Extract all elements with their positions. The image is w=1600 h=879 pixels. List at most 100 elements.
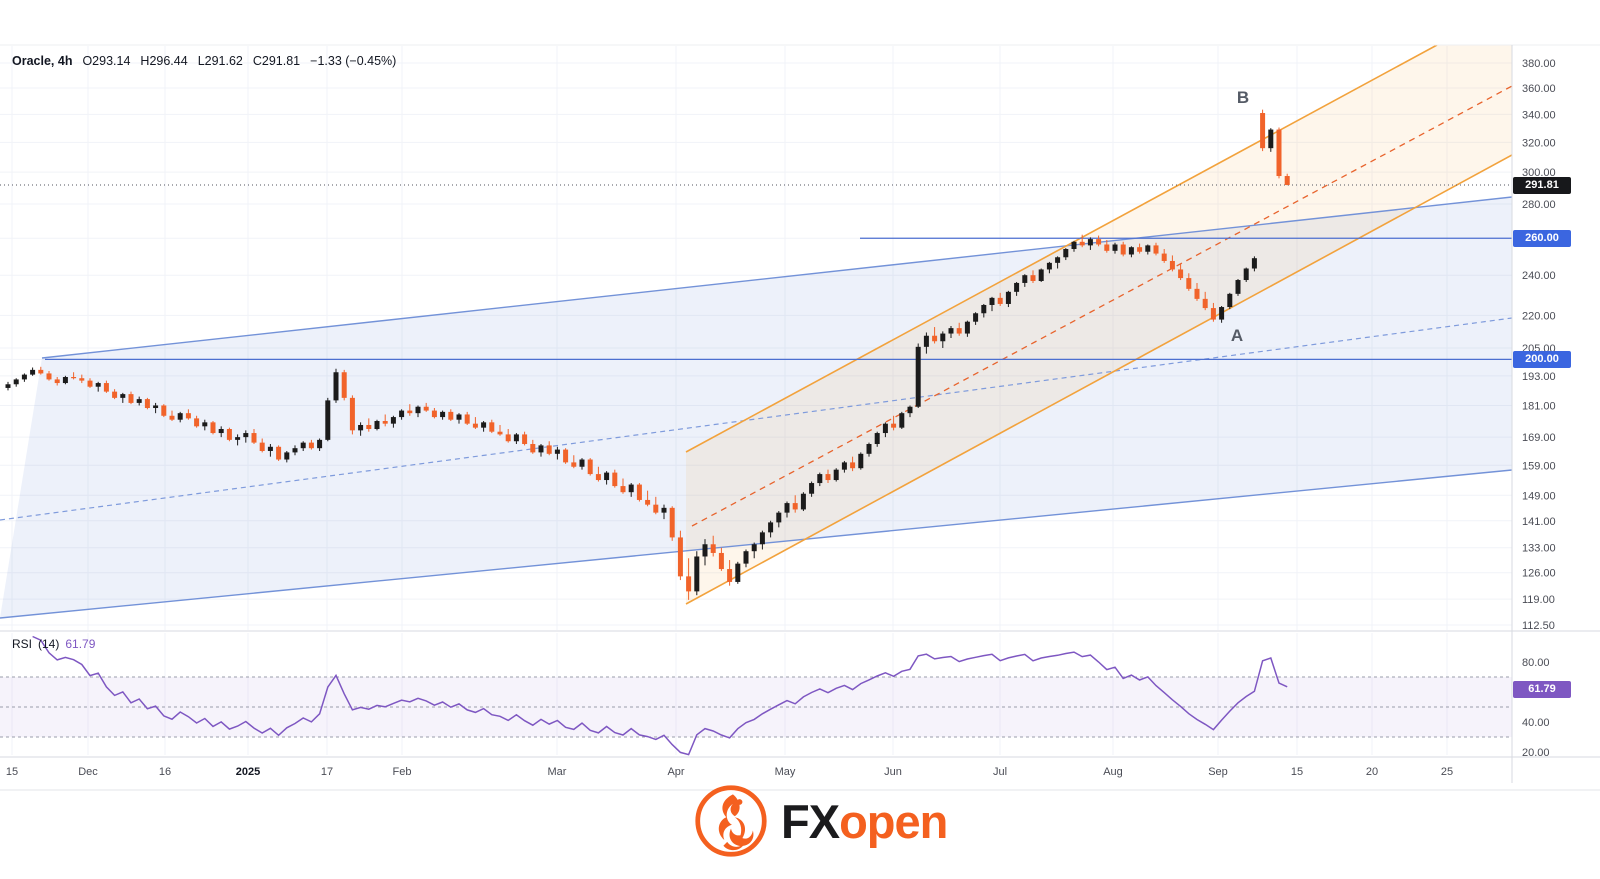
candle (366, 424, 372, 430)
candle (1120, 244, 1126, 255)
candle (423, 406, 429, 411)
price-tick-label: 169.00 (1522, 432, 1556, 444)
candle (530, 444, 536, 453)
brand-fx: FX (781, 794, 840, 848)
candles-layer[interactable] (5, 109, 1290, 600)
rsi-line (32, 635, 1288, 756)
candle (735, 563, 741, 582)
candle (956, 328, 962, 334)
candle (300, 442, 306, 449)
candle (800, 493, 806, 510)
ohlc-high: H296.44 (140, 54, 188, 68)
wave-label-A: A (1231, 326, 1243, 345)
symbol-name: Oracle, 4h (12, 54, 73, 68)
time-tick-label: Aug (1103, 766, 1123, 778)
candle (1219, 307, 1225, 320)
fxopen-wordmark: FXopen (781, 794, 948, 848)
candle (1137, 247, 1143, 252)
candle (702, 544, 708, 557)
rsi-pane[interactable] (0, 633, 1512, 756)
candle (858, 453, 864, 469)
price-tick-label: 159.00 (1522, 460, 1556, 472)
price-axis[interactable]: 380.00360.00340.00320.00300.00280.00260.… (1522, 58, 1556, 759)
candle (522, 434, 528, 445)
candle (382, 421, 388, 424)
candle (686, 576, 692, 592)
candle (784, 503, 790, 513)
candle (669, 507, 675, 538)
candle (841, 462, 847, 470)
candle (489, 422, 495, 432)
candle (1178, 269, 1184, 279)
candle (891, 423, 897, 428)
price-tick-label: 112.50 (1522, 620, 1555, 632)
candle (628, 484, 634, 493)
candle (1112, 244, 1118, 251)
candle (185, 413, 191, 419)
time-tick-label: 15 (1291, 766, 1303, 778)
candle (1251, 258, 1257, 269)
candle (743, 551, 749, 564)
time-tick-label: 15 (6, 766, 18, 778)
candle (218, 429, 224, 434)
time-tick-label: 25 (1441, 766, 1453, 778)
time-tick-label: Mar (548, 766, 567, 778)
candle (1079, 241, 1085, 246)
candle (497, 431, 503, 435)
price-tick-label: 119.00 (1522, 594, 1555, 606)
fxopen-phoenix-icon (695, 785, 767, 857)
candle (538, 445, 544, 453)
candle (997, 297, 1003, 304)
candle (964, 321, 970, 334)
candle (636, 484, 642, 500)
price-tick-label: 181.00 (1522, 400, 1556, 412)
candle (612, 472, 618, 487)
candle (1022, 275, 1028, 283)
candle (792, 503, 798, 510)
candle (923, 335, 929, 347)
level-badge-200: 200.00 (1513, 351, 1571, 369)
candle (645, 499, 651, 505)
candle (907, 406, 913, 414)
candle (226, 429, 232, 440)
candle (809, 483, 815, 494)
candle (1169, 260, 1175, 270)
candle (95, 383, 101, 387)
candle (1202, 298, 1208, 309)
price-tick-label: 240.00 (1522, 270, 1556, 282)
candle (169, 415, 175, 420)
time-axis[interactable]: 15 Dec 16 2025 17 Feb Mar Apr May Jun Jul Aug Sep 15 2… (6, 766, 1453, 778)
candle (333, 372, 339, 401)
price-pane[interactable] (0, 45, 1512, 630)
candle (776, 512, 782, 523)
candle (817, 474, 823, 484)
candle (136, 399, 142, 403)
candle (415, 406, 421, 414)
candle (915, 346, 921, 407)
candle (653, 504, 659, 513)
candle (1284, 176, 1290, 185)
time-tick-label: Jul (993, 766, 1007, 778)
candle (866, 444, 872, 454)
candle (1014, 282, 1020, 292)
candle (1153, 245, 1159, 254)
ohlc-open: O293.14 (82, 54, 131, 68)
candle (694, 556, 700, 592)
rsi-title: RSI (12, 637, 33, 651)
candle (481, 422, 487, 428)
candle (833, 469, 839, 481)
time-tick-label: Sep (1208, 766, 1228, 778)
candle (1030, 275, 1036, 281)
candle (1210, 308, 1216, 320)
candle (604, 472, 610, 481)
candle (308, 442, 314, 449)
candle (358, 424, 364, 431)
rsi-value: 61.79 (65, 637, 96, 651)
candle (46, 373, 52, 380)
candle (464, 414, 470, 424)
candle (1145, 245, 1151, 252)
candle (349, 397, 355, 431)
rsi-tick-label: 80.00 (1522, 657, 1550, 669)
